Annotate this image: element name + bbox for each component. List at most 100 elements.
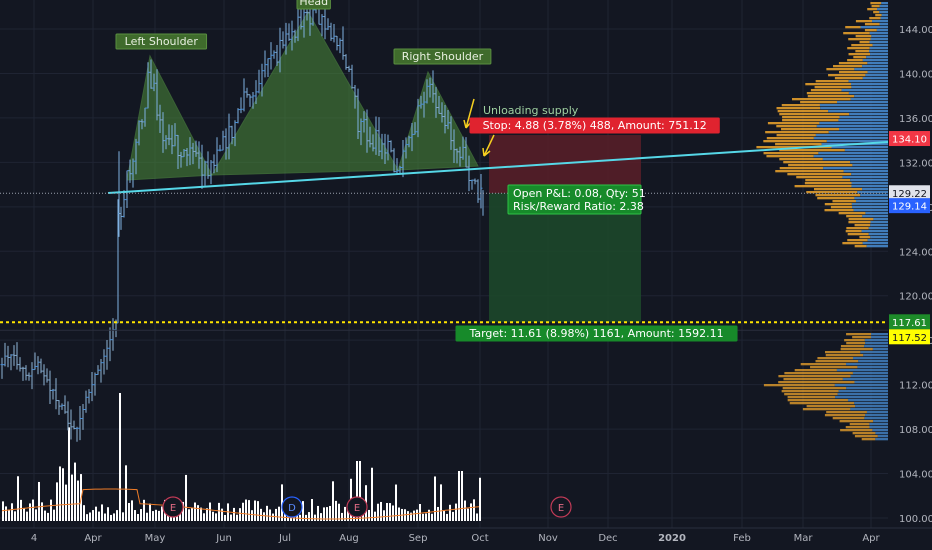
- volume-bar: [317, 505, 319, 521]
- profile-bar-sell: [767, 122, 820, 125]
- profile-bar-sell: [775, 143, 822, 146]
- x-tick-label: Dec: [598, 533, 617, 544]
- volume-bar: [368, 509, 370, 521]
- volume-bar: [203, 513, 205, 521]
- profile-bar-sell: [776, 107, 821, 110]
- volume-bar: [386, 502, 388, 521]
- earnings-marker-label: E: [558, 503, 564, 514]
- volume-bar: [428, 509, 430, 521]
- profile-bar-buy: [813, 155, 888, 158]
- profile-bar-buy: [839, 116, 888, 119]
- profile-bar-buy: [862, 59, 888, 62]
- profile-bar-sell: [794, 369, 837, 372]
- profile-bar-buy: [848, 92, 888, 95]
- volume-bar: [245, 499, 247, 521]
- profile-bar-buy: [860, 26, 888, 29]
- volume-bar: [101, 504, 103, 521]
- profile-bar-sell: [859, 236, 871, 239]
- volume-bar: [392, 505, 394, 521]
- profile-bar-sell: [848, 221, 871, 224]
- profile-bar-buy: [867, 62, 888, 65]
- profile-bar-sell: [832, 417, 865, 420]
- volume-bar: [470, 503, 472, 521]
- price-tag-label: 117.52: [892, 333, 927, 344]
- earnings-marker: [550, 496, 572, 518]
- profile-bar-buy: [819, 104, 888, 107]
- profile-bar-buy: [846, 387, 888, 390]
- profile-bar-buy: [875, 438, 888, 441]
- volume-bar: [182, 501, 184, 521]
- profile-bar-sell: [854, 245, 867, 248]
- profile-bar-buy: [834, 384, 888, 387]
- profile-bar-buy: [870, 336, 888, 339]
- profile-bar-buy: [862, 215, 888, 218]
- profile-bar-sell: [763, 140, 827, 143]
- profile-bar-sell: [802, 408, 851, 411]
- profile-bar-sell: [871, 5, 880, 8]
- profile-bar-buy: [872, 429, 888, 432]
- volume-bar: [266, 505, 268, 521]
- profile-bar-sell: [845, 230, 862, 233]
- volume-bar: [224, 514, 226, 521]
- profile-bar-sell: [779, 149, 845, 152]
- y-tick-label: 112.00: [899, 381, 932, 392]
- volume-bar: [218, 502, 220, 521]
- volume-bar: [143, 499, 145, 521]
- profile-bar-sell: [824, 209, 854, 212]
- profile-bar-buy: [869, 426, 888, 429]
- profile-bar-buy: [881, 14, 888, 17]
- profile-bar-buy: [867, 71, 888, 74]
- volume-bar: [74, 462, 76, 521]
- volume-bar: [158, 510, 160, 521]
- profile-bar-buy: [870, 224, 888, 227]
- profile-bar-sell: [805, 179, 851, 182]
- profile-bar-buy: [842, 176, 888, 179]
- profile-bar-buy: [854, 402, 888, 405]
- volume-bar: [23, 508, 25, 521]
- right-shoulder-label: Right Shoulder: [402, 50, 484, 63]
- profile-bar-sell: [781, 104, 820, 107]
- profile-bar-buy: [822, 158, 888, 161]
- profile-bar-sell: [763, 384, 835, 387]
- profile-bar-sell: [846, 342, 866, 345]
- y-tick-label: 140.00: [899, 69, 932, 80]
- volume-bar: [467, 508, 469, 521]
- volume-bar: [14, 511, 16, 521]
- volume-bar: [68, 427, 70, 521]
- position-zones: [489, 135, 641, 323]
- volume-bar: [92, 510, 94, 521]
- profile-bar-sell: [833, 65, 863, 68]
- profile-bar-sell: [840, 345, 865, 348]
- profile-bar-sell: [852, 432, 876, 435]
- volume-bar: [89, 512, 91, 521]
- profile-bar-buy: [850, 161, 888, 164]
- profile-bar-buy: [871, 35, 888, 38]
- dividend-marker-label: D: [288, 503, 296, 514]
- volume-bar: [458, 471, 460, 521]
- volume-bar: [125, 465, 127, 521]
- volume-bar: [8, 509, 10, 521]
- volume-bar: [71, 474, 73, 521]
- profile-bar-sell: [783, 161, 851, 164]
- profile-bar-buy: [850, 83, 888, 86]
- profile-bar-sell: [784, 393, 838, 396]
- volume-bar: [149, 503, 151, 521]
- volume-bar: [59, 466, 61, 521]
- profile-bar-buy: [871, 333, 888, 336]
- earnings-marker: [346, 496, 368, 518]
- dividend-marker: [281, 496, 303, 518]
- volume-bar: [20, 499, 22, 521]
- x-tick-label: Mar: [794, 533, 814, 544]
- volume-bar: [35, 509, 37, 521]
- profile-bar-buy: [870, 236, 888, 239]
- x-tick-label: Nov: [538, 533, 558, 544]
- volume-bar: [344, 506, 346, 521]
- volume-bar: [278, 506, 280, 521]
- price-tag-label: 134.10: [892, 135, 927, 146]
- profile-bar-buy: [865, 212, 888, 215]
- profile-bar-buy: [852, 206, 888, 209]
- volume-bar: [95, 506, 97, 521]
- profile-bar-buy: [823, 167, 888, 170]
- volume-bar: [194, 502, 196, 521]
